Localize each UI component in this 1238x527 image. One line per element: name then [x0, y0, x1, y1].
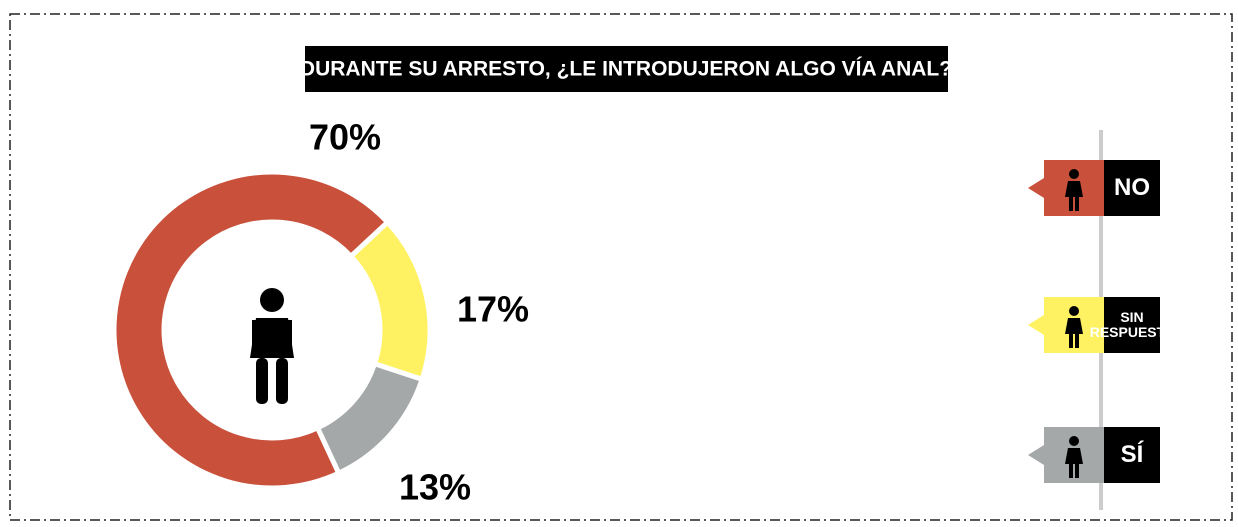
border	[9, 13, 1233, 521]
donut-segment	[111, 169, 392, 491]
legend-swatch	[1028, 160, 1104, 216]
legend-icon	[1065, 318, 1083, 348]
legend-label: NO	[1104, 160, 1160, 216]
figure-icon	[250, 288, 294, 404]
legend-label: SIN RESPUESTA	[1090, 297, 1174, 353]
value-label: 13%	[399, 467, 471, 508]
value-label: 17%	[457, 289, 529, 330]
legend-icon	[1069, 169, 1079, 179]
legend-icon	[1065, 448, 1083, 478]
legend-icon	[1069, 436, 1079, 446]
legend-swatch	[1028, 297, 1104, 353]
donut-segment	[347, 218, 433, 383]
title-box	[305, 46, 948, 92]
legend-swatch	[1028, 427, 1104, 483]
legend-icon	[1065, 181, 1083, 211]
donut-segment	[314, 360, 426, 477]
legend-icon	[1069, 306, 1079, 316]
chart-title: DURANTE SU ARRESTO, ¿LE INTRODUJERON ALG…	[300, 58, 952, 81]
legend-label: SÍ	[1104, 427, 1160, 483]
value-label: 70%	[309, 117, 381, 158]
